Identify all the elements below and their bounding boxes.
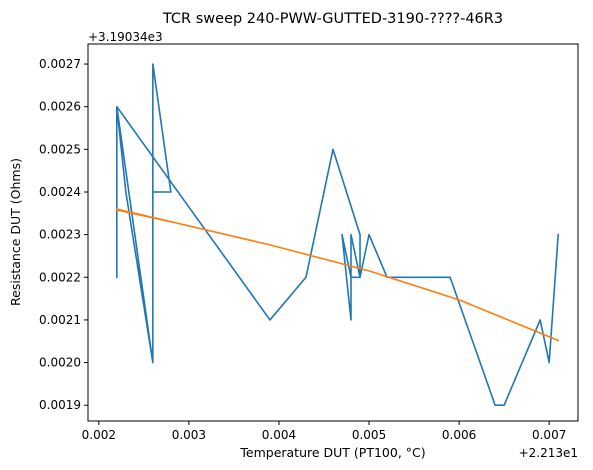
x-tick-label: 0.005 (352, 428, 386, 442)
x-axis: 0.002 0.003 0.004 0.005 0.006 0.007 (82, 421, 566, 442)
y-axis: 0.0019 0.0020 0.0021 0.0022 0.0023 0.0024 0.00… (39, 57, 88, 412)
plot-frame (87, 43, 579, 422)
chart-title: TCR sweep 240-PWW-GUTTED-3190-????-46R3 (162, 11, 503, 27)
y-tick-label: 0.0024 (39, 185, 81, 199)
x-offset-label: +2.213e1 (519, 446, 578, 460)
x-tick-label: 0.002 (82, 428, 116, 442)
y-offset-label: +3.19034e3 (88, 30, 163, 44)
x-tick-label: 0.006 (442, 428, 476, 442)
y-tick-label: 0.0021 (39, 313, 81, 327)
plot-area (115, 63, 560, 407)
y-tick-label: 0.0026 (39, 100, 81, 114)
series-line-1 (115, 208, 560, 342)
y-tick-label: 0.0023 (39, 228, 81, 242)
x-tick-label: 0.004 (262, 428, 296, 442)
y-tick-label: 0.0022 (39, 270, 81, 284)
series-line-0 (116, 63, 560, 407)
x-tick-label: 0.003 (172, 428, 206, 442)
y-tick-label: 0.0027 (39, 57, 81, 71)
y-tick-label: 0.0019 (39, 398, 81, 412)
y-tick-label: 0.0020 (39, 356, 81, 370)
y-tick-label: 0.0025 (39, 142, 81, 156)
x-axis-label: Temperature DUT (PT100, °C) (239, 445, 425, 460)
y-axis-label: Resistance DUT (Ohms) (8, 158, 23, 306)
x-tick-label: 0.007 (532, 428, 566, 442)
